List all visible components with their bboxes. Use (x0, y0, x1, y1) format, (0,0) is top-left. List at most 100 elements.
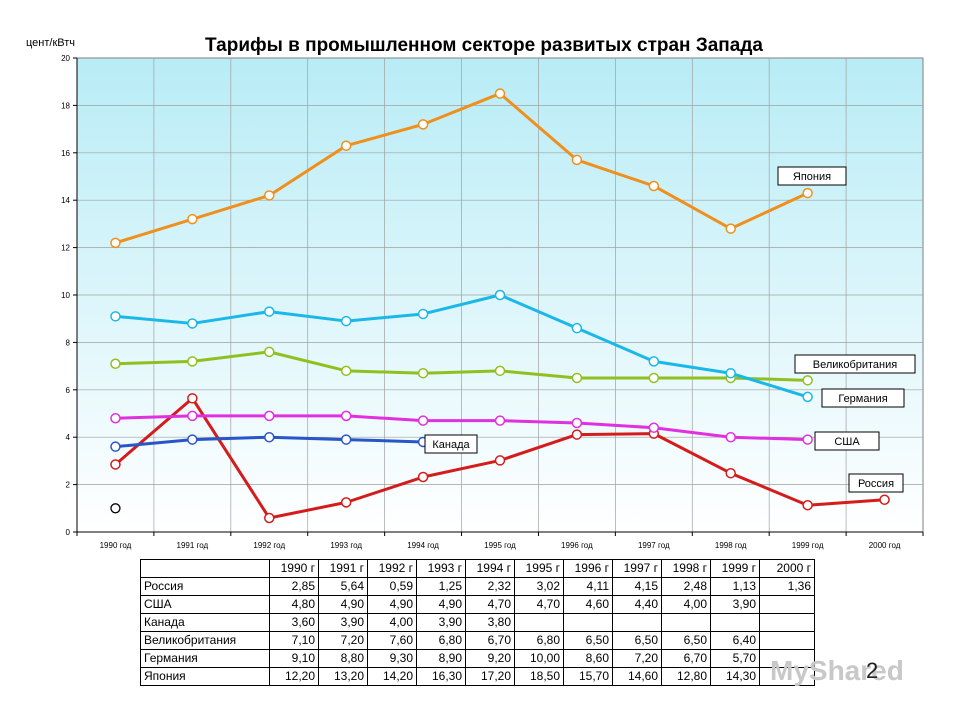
table-row: Россия 2,85 5,64 0,59 1,25 2,32 3,02 4,11 4,15 2,… (140, 577, 815, 596)
series-label-box (821, 388, 905, 408)
data-point (187, 318, 198, 329)
data-point (571, 154, 583, 166)
x-tick-label: 1991 год (177, 541, 209, 550)
table-cell: 18,50 (514, 667, 564, 686)
series-line (115, 293, 809, 399)
table-cell: 8,80 (318, 649, 368, 668)
table-cell: 3,80 (465, 613, 515, 632)
series-label-text: Канада (432, 439, 470, 451)
table-row-label: Япония (140, 667, 270, 686)
data-point (417, 119, 429, 130)
table-header-cell: 1990 г (269, 559, 319, 578)
table-cell: 2,48 (661, 577, 711, 596)
table-header-cell: 1994 г (465, 559, 515, 578)
table-cell (563, 613, 613, 632)
table-cell: 12,80 (661, 667, 711, 686)
series-label-text: Япония (793, 171, 831, 183)
data-point (110, 412, 121, 424)
series-label: Германия (821, 388, 905, 408)
table-cell: 6,50 (612, 631, 662, 650)
data-point (110, 311, 121, 322)
y-tick-label: 0 (66, 528, 71, 537)
y-tick-label: 4 (66, 433, 71, 442)
data-point (417, 308, 429, 320)
data-table: 1990 г 1991 г 1992 г 1993 г 1994 г 1995 г 1996… (140, 559, 815, 686)
data-point (571, 322, 583, 334)
table-cell: 3,60 (269, 613, 319, 632)
data-point (802, 391, 813, 403)
data-point (340, 365, 352, 377)
data-point (340, 140, 352, 151)
data-point (187, 410, 198, 422)
chart-title: Тарифы в промышленном секторе развитых с… (205, 35, 763, 56)
data-point (571, 372, 583, 384)
y-tick-label: 18 (61, 101, 70, 110)
table-cell: 0,59 (367, 577, 417, 596)
data-point (187, 356, 198, 367)
x-tick-label: 1993 год (330, 541, 362, 550)
table-cell: 1,36 (759, 577, 815, 596)
table-cell: 7,10 (269, 631, 319, 650)
series-label-text: США (834, 436, 860, 448)
y-tick-label: 16 (61, 149, 70, 158)
table-header-cell: 1999 г (710, 559, 760, 578)
data-point (648, 180, 660, 192)
y-tick-label: 12 (61, 244, 70, 253)
table-header-cell: 1996 г (563, 559, 613, 578)
table-cell: 6,50 (661, 631, 711, 650)
table-cell: 4,90 (416, 595, 466, 614)
series-label: США (814, 431, 880, 451)
table-cell: 8,90 (416, 649, 466, 668)
table-cell: 2,32 (465, 577, 515, 596)
series-label: Россия (848, 473, 904, 493)
table-cell: 6,80 (514, 631, 564, 650)
table-cell: 7,60 (367, 631, 417, 650)
stray-data-point (110, 503, 121, 514)
table-row: Германия 9,10 8,80 9,30 8,90 9,20 10,00 8,60 7,2… (140, 649, 815, 668)
series-label: Канада (424, 434, 478, 454)
table-cell (661, 613, 711, 632)
data-point (725, 367, 736, 379)
series-label-box (794, 354, 916, 374)
x-tick-label: 1995 год (484, 541, 516, 550)
data-point (494, 455, 506, 466)
data-point (110, 237, 121, 249)
data-point (494, 415, 506, 426)
data-point (187, 213, 198, 225)
table-cell: 5,70 (710, 649, 760, 668)
series-label-text: Россия (858, 478, 894, 490)
table-cell: 7,20 (318, 631, 368, 650)
table-row-label: Россия (140, 577, 270, 596)
series-label-box (814, 431, 880, 451)
table-cell: 14,30 (710, 667, 760, 686)
table-row-label: Великобритания (140, 631, 270, 650)
axes: 0 2 4 6 8 10 12 14 16 18 20 1990 год 1991 год 1992 го… (61, 54, 924, 550)
table-cell: 4,70 (514, 595, 564, 614)
table-row: США 4,80 4,90 4,90 4,90 4,70 4,70 4,60 4,40 4,00 3… (140, 595, 815, 614)
series-label-box (424, 434, 478, 454)
series-label-box (777, 166, 847, 186)
table-header-cell: 2000 г (759, 559, 815, 578)
table-cell: 3,90 (416, 613, 466, 632)
table-cell: 4,90 (318, 595, 368, 614)
x-tick-label: 1996 год (561, 541, 593, 550)
table-cell: 3,90 (318, 613, 368, 632)
data-point (648, 356, 660, 367)
table-cell: 14,20 (367, 667, 417, 686)
data-point (494, 88, 506, 99)
data-point (264, 512, 275, 524)
table-header-cell: 1991 г (318, 559, 368, 578)
data-point (494, 289, 506, 301)
table-cell: 16,30 (416, 667, 466, 686)
y-axis-unit: цент/кВтч (26, 37, 75, 49)
data-point (571, 429, 583, 440)
table-cell: 7,20 (612, 649, 662, 668)
table-cell: 6,50 (563, 631, 613, 650)
table-cell: 2,85 (269, 577, 319, 596)
data-point (110, 459, 121, 470)
data-point (187, 393, 198, 404)
series-labels: Япония Великобритания Германия США Канада Рос… (424, 166, 916, 493)
table-cell (759, 667, 815, 686)
table-cell: 10,00 (514, 649, 564, 668)
data-point (340, 410, 352, 422)
